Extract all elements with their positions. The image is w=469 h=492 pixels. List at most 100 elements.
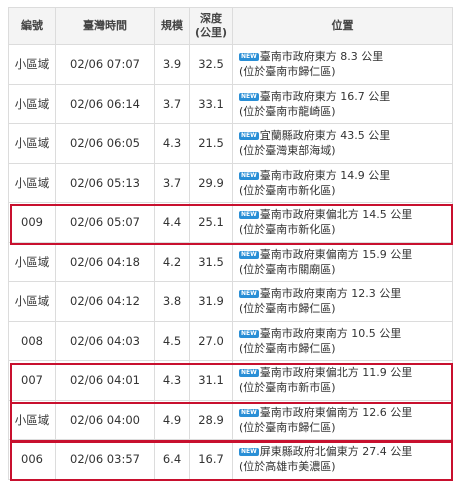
new-badge: NEW [239, 211, 259, 220]
cell-id: 小區域 [8, 241, 56, 282]
cell-time: 02/06 05:13 [55, 162, 155, 203]
cell-magnitude: 3.8 [154, 281, 190, 322]
cell-time: 02/06 04:03 [55, 320, 155, 361]
header-location: 位置 [232, 7, 453, 45]
cell-location[interactable]: NEW 臺南市政府東偏北方 11.9 公里 (位於臺南市新市區) [232, 360, 453, 401]
cell-magnitude: 6.4 [154, 439, 190, 480]
table-row[interactable]: 009 02/06 05:07 4.4 25.1 NEW 臺南市政府東偏北方 14.5 公… [8, 202, 453, 243]
new-badge: NEW [239, 369, 259, 378]
location-text[interactable]: 臺南市政府東偏北方 14.5 公里 [259, 208, 413, 222]
location-district: (位於臺南市歸仁區) [239, 341, 336, 355]
location-text[interactable]: 臺南市政府東偏南方 12.6 公里 [259, 405, 413, 419]
cell-depth: 16.7 [189, 439, 233, 480]
cell-depth: 33.1 [189, 83, 233, 124]
cell-location[interactable]: NEW 臺南市政府東方 14.9 公里 (位於臺南市新化區) [232, 162, 453, 203]
cell-id: 小區域 [8, 83, 56, 124]
cell-id: 007 [8, 360, 56, 401]
cell-depth: 29.9 [189, 162, 233, 203]
new-badge: NEW [239, 329, 259, 338]
table-row[interactable]: 小區域 02/06 04:18 4.2 31.5 NEW 臺南市政府東偏南方 15.9 公… [8, 241, 453, 282]
table-row[interactable]: 006 02/06 03:57 6.4 16.7 NEW 屏東縣政府北偏東方 27.4 公… [8, 439, 453, 480]
table-row[interactable]: 007 02/06 04:01 4.3 31.1 NEW 臺南市政府東偏北方 11.9 公… [8, 360, 453, 401]
header-depth-unit: (公里) [194, 26, 228, 39]
cell-depth: 31.9 [189, 281, 233, 322]
new-badge: NEW [239, 290, 259, 299]
cell-id: 小區域 [8, 44, 56, 85]
cell-time: 02/06 03:57 [55, 439, 155, 480]
cell-depth: 27.0 [189, 320, 233, 361]
location-district: (位於臺灣東部海域) [239, 144, 336, 158]
cell-depth: 31.5 [189, 241, 233, 282]
new-badge: NEW [239, 408, 259, 417]
cell-id: 小區域 [8, 162, 56, 203]
location-district: (位於臺南市歸仁區) [239, 420, 336, 434]
location-district: (位於臺南市新化區) [239, 223, 336, 237]
location-district: (位於臺南市新市區) [239, 381, 336, 395]
cell-depth: 21.5 [189, 123, 233, 164]
cell-location[interactable]: NEW 臺南市政府東南方 12.3 公里 (位於臺南市歸仁區) [232, 281, 453, 322]
cell-id: 小區域 [8, 281, 56, 322]
cell-location[interactable]: NEW 臺南市政府東偏南方 15.9 公里 (位於臺南市關廟區) [232, 241, 453, 282]
table-row[interactable]: 小區域 02/06 04:00 4.9 28.9 NEW 臺南市政府東偏南方 12.6 公… [8, 399, 453, 440]
cell-time: 02/06 06:05 [55, 123, 155, 164]
cell-magnitude: 3.9 [154, 44, 190, 85]
cell-magnitude: 4.5 [154, 320, 190, 361]
location-text[interactable]: 臺南市政府東偏北方 11.9 公里 [259, 366, 413, 380]
location-text[interactable]: 臺南市政府東方 14.9 公里 [259, 168, 391, 182]
header-id: 編號 [8, 7, 56, 45]
cell-location[interactable]: NEW 臺南市政府東偏北方 14.5 公里 (位於臺南市新化區) [232, 202, 453, 243]
cell-location[interactable]: NEW 臺南市政府東偏南方 12.6 公里 (位於臺南市歸仁區) [232, 399, 453, 440]
location-text[interactable]: 宜蘭縣政府東方 43.5 公里 [259, 129, 391, 143]
location-district: (位於臺南市歸仁區) [239, 65, 336, 79]
new-badge: NEW [239, 448, 259, 457]
cell-time: 02/06 05:07 [55, 202, 155, 243]
cell-location[interactable]: NEW 臺南市政府東方 16.7 公里 (位於臺南市龍崎區) [232, 83, 453, 124]
table-header-row: 編號 臺灣時間 規模 深度 (公里) 位置 [8, 7, 453, 45]
cell-time: 02/06 04:01 [55, 360, 155, 401]
cell-time: 02/06 04:18 [55, 241, 155, 282]
cell-id: 008 [8, 320, 56, 361]
header-depth: 深度 (公里) [189, 7, 233, 45]
cell-depth: 31.1 [189, 360, 233, 401]
location-district: (位於臺南市龍崎區) [239, 104, 336, 118]
cell-id: 小區域 [8, 399, 56, 440]
location-text[interactable]: 屏東縣政府北偏東方 27.4 公里 [259, 445, 413, 459]
table-row[interactable]: 小區域 02/06 06:14 3.7 33.1 NEW 臺南市政府東方 16.7 公里(… [8, 83, 453, 124]
cell-id: 小區域 [8, 123, 56, 164]
cell-location[interactable]: NEW 臺南市政府東南方 10.5 公里 (位於臺南市歸仁區) [232, 320, 453, 361]
location-text[interactable]: 臺南市政府東南方 12.3 公里 [259, 287, 402, 301]
new-badge: NEW [239, 171, 259, 180]
cell-time: 02/06 06:14 [55, 83, 155, 124]
cell-magnitude: 4.9 [154, 399, 190, 440]
location-district: (位於臺南市關廟區) [239, 262, 336, 276]
location-text[interactable]: 臺南市政府東方 8.3 公里 [259, 50, 384, 64]
location-text[interactable]: 臺南市政府東南方 10.5 公里 [259, 326, 402, 340]
new-badge: NEW [239, 92, 259, 101]
cell-time: 02/06 04:00 [55, 399, 155, 440]
cell-id: 006 [8, 439, 56, 480]
cell-location[interactable]: NEW 宜蘭縣政府東方 43.5 公里 (位於臺灣東部海域) [232, 123, 453, 164]
cell-location[interactable]: NEW 屏東縣政府北偏東方 27.4 公里 (位於高雄市美濃區) [232, 439, 453, 480]
cell-depth: 32.5 [189, 44, 233, 85]
cell-magnitude: 4.3 [154, 360, 190, 401]
cell-magnitude: 4.2 [154, 241, 190, 282]
header-magnitude: 規模 [154, 7, 190, 45]
header-time: 臺灣時間 [55, 7, 155, 45]
location-district: (位於高雄市美濃區) [239, 460, 336, 474]
table-row[interactable]: 008 02/06 04:03 4.5 27.0 NEW 臺南市政府東南方 10.5 公里… [8, 320, 453, 361]
location-district: (位於臺南市新化區) [239, 183, 336, 197]
new-badge: NEW [239, 53, 259, 62]
table-row[interactable]: 小區域 02/06 05:13 3.7 29.9 NEW 臺南市政府東方 14.9 公里(… [8, 162, 453, 203]
new-badge: NEW [239, 250, 259, 259]
cell-depth: 28.9 [189, 399, 233, 440]
table-row[interactable]: 小區域 02/06 07:07 3.9 32.5 NEW 臺南市政府東方 8.3 公里 (位… [8, 44, 453, 85]
cell-id: 009 [8, 202, 56, 243]
table-row[interactable]: 小區域 02/06 04:12 3.8 31.9 NEW 臺南市政府東南方 12.3 公里… [8, 281, 453, 322]
cell-location[interactable]: NEW 臺南市政府東方 8.3 公里 (位於臺南市歸仁區) [232, 44, 453, 85]
location-text[interactable]: 臺南市政府東方 16.7 公里 [259, 89, 391, 103]
table-row[interactable]: 小區域 02/06 06:05 4.3 21.5 NEW 宜蘭縣政府東方 43.5 公里(… [8, 123, 453, 164]
cell-magnitude: 3.7 [154, 162, 190, 203]
cell-time: 02/06 07:07 [55, 44, 155, 85]
location-text[interactable]: 臺南市政府東偏南方 15.9 公里 [259, 247, 413, 261]
cell-magnitude: 4.3 [154, 123, 190, 164]
